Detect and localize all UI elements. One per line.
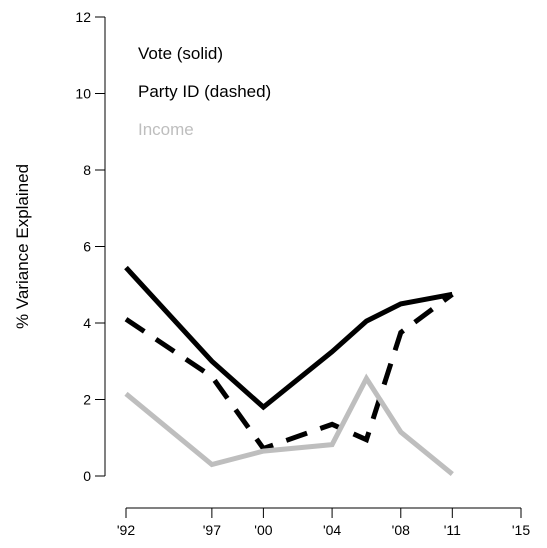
y-tick-label: 6 <box>83 239 91 255</box>
series-layer <box>124 265 454 477</box>
y-axis: 0 2 4 6 8 10 12 <box>75 9 106 484</box>
x-tick-label: '04 <box>323 522 341 538</box>
series-line-1 <box>124 292 454 452</box>
x-axis: '92 '97 '00 '04 '08 '11 '15 <box>117 507 530 538</box>
legend-entry: Party ID (dashed) <box>138 82 271 101</box>
x-tick-label: '97 <box>203 522 221 538</box>
legend-entry: Vote (solid) <box>138 44 223 63</box>
series-line-0 <box>124 265 453 411</box>
y-tick-label: 2 <box>83 392 91 408</box>
x-tick-label: '11 <box>444 522 461 538</box>
legend-entry: Income <box>138 120 194 139</box>
y-ticks: 0 2 4 6 8 10 12 <box>75 9 105 484</box>
x-ticks: '92 '97 '00 '04 '08 '11 '15 <box>117 508 530 538</box>
legend: Vote (solid) Party ID (dashed) Income <box>138 44 271 139</box>
y-axis-title: % Variance Explained <box>13 164 32 329</box>
x-tick-label: '08 <box>392 522 410 538</box>
y-tick-label: 8 <box>83 162 91 178</box>
y-tick-label: 0 <box>83 468 91 484</box>
x-tick-label: '15 <box>512 522 530 538</box>
x-tick-label: '92 <box>117 522 135 538</box>
y-tick-label: 4 <box>83 315 91 331</box>
series-line-2 <box>124 373 454 477</box>
y-tick-label: 12 <box>75 9 91 25</box>
x-tick-label: '00 <box>254 522 272 538</box>
y-tick-label: 10 <box>75 86 91 102</box>
